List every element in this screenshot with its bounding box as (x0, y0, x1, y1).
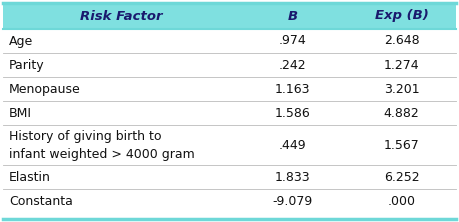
Text: Age: Age (9, 34, 33, 48)
Text: 6.252: 6.252 (384, 170, 420, 184)
Text: 1.833: 1.833 (275, 170, 311, 184)
Text: 3.201: 3.201 (384, 83, 420, 95)
Text: infant weighted > 4000 gram: infant weighted > 4000 gram (9, 148, 195, 161)
Text: BMI: BMI (9, 107, 32, 119)
Text: 1.163: 1.163 (275, 83, 311, 95)
Text: .974: .974 (279, 34, 307, 48)
Text: Risk Factor: Risk Factor (79, 10, 162, 22)
Text: 4.882: 4.882 (384, 107, 420, 119)
Text: Constanta: Constanta (9, 194, 73, 208)
Text: 1.567: 1.567 (384, 139, 420, 151)
Text: Parity: Parity (9, 59, 45, 71)
Text: 1.274: 1.274 (384, 59, 420, 71)
Text: .000: .000 (388, 194, 416, 208)
Text: Exp (B): Exp (B) (375, 10, 429, 22)
Text: History of giving birth to: History of giving birth to (9, 130, 162, 143)
Bar (3, 3, 456, 29)
Text: -9.079: -9.079 (273, 194, 313, 208)
Text: .242: .242 (279, 59, 307, 71)
Text: .449: .449 (279, 139, 307, 151)
Text: 2.648: 2.648 (384, 34, 420, 48)
Text: 1.586: 1.586 (275, 107, 311, 119)
Text: Elastin: Elastin (9, 170, 51, 184)
Text: B: B (288, 10, 298, 22)
Text: Menopause: Menopause (9, 83, 81, 95)
